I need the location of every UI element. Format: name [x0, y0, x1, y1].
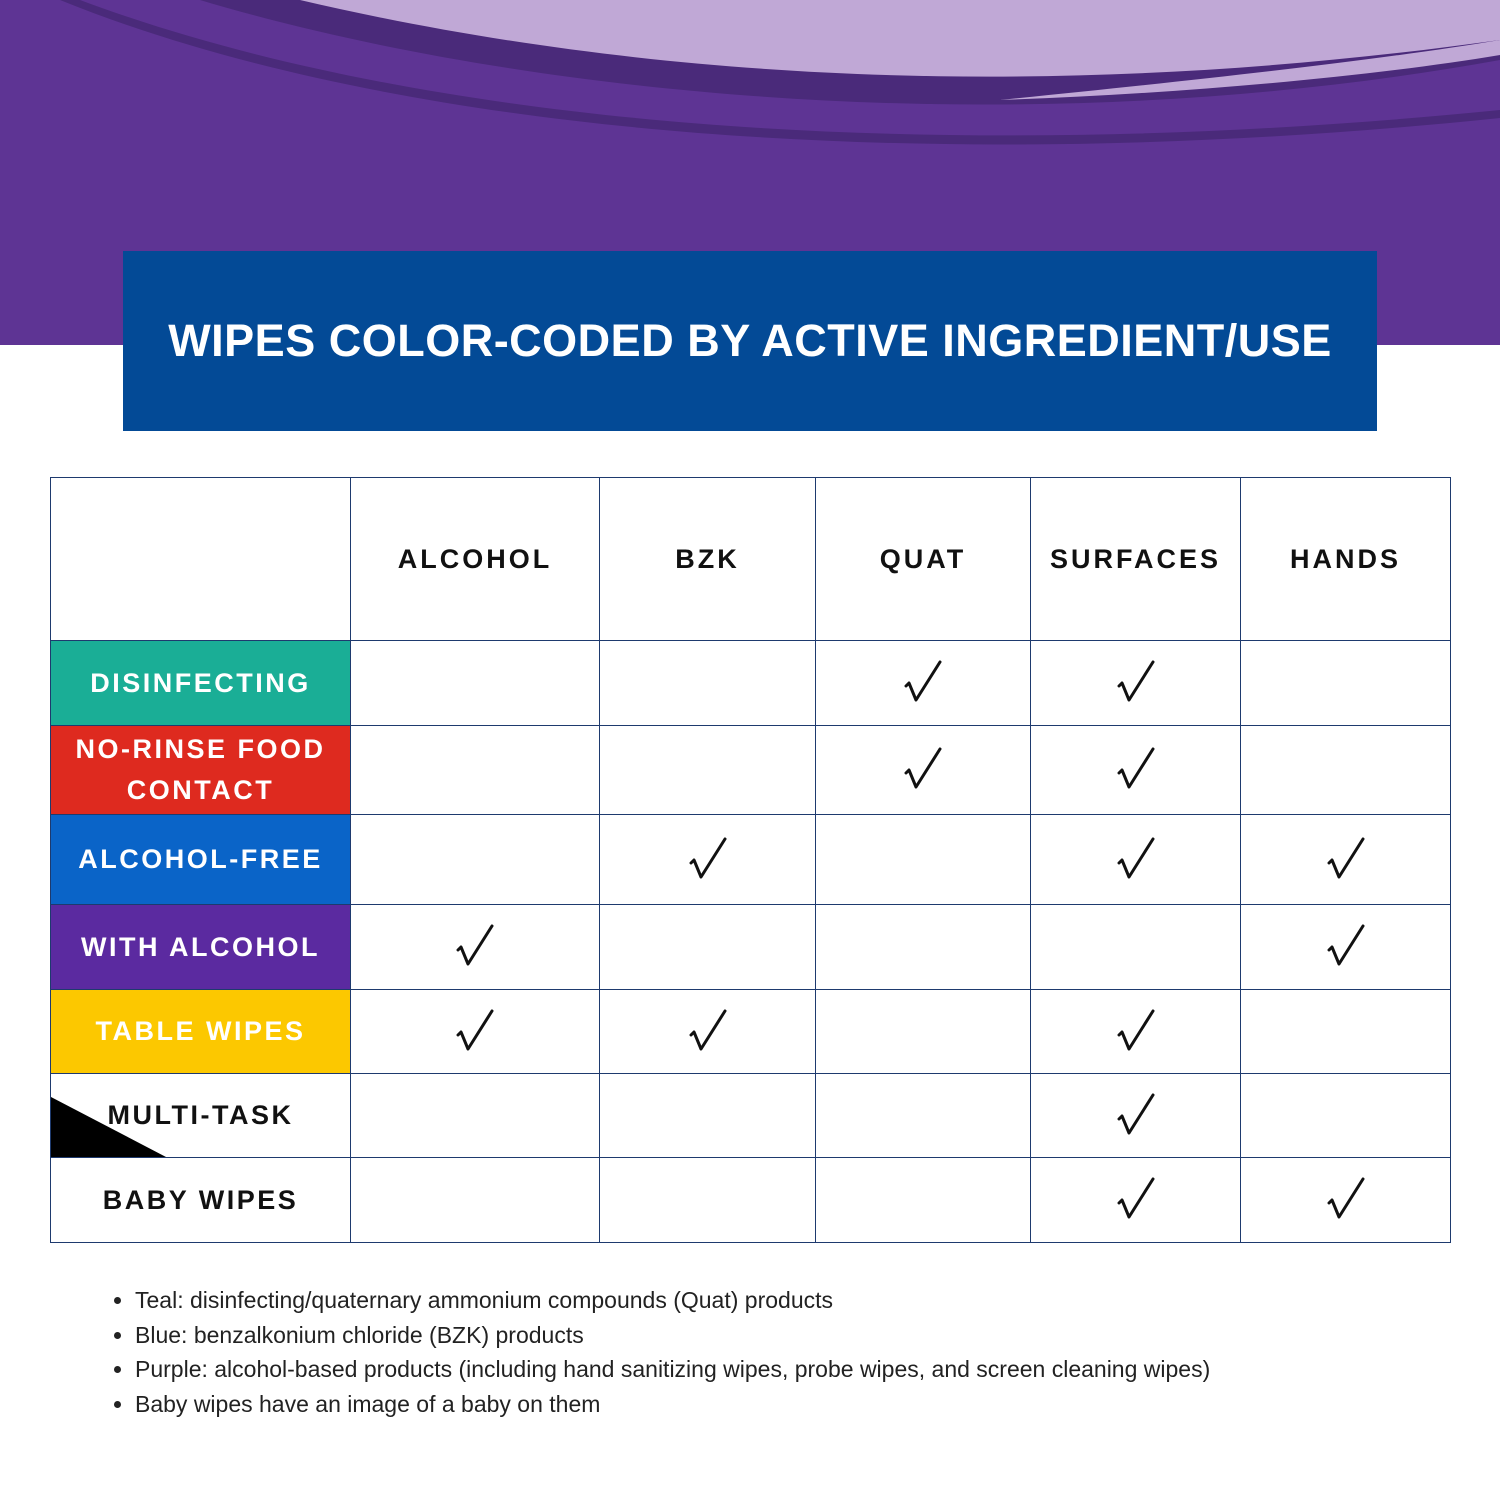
table-cell	[815, 989, 1031, 1074]
table-cell	[815, 1157, 1031, 1243]
table-cell	[1030, 725, 1241, 815]
row-label-text: MULTI-TASK	[107, 1100, 294, 1130]
table-cell	[599, 989, 816, 1074]
note: Baby wipes have an image of a baby on th…	[135, 1387, 1210, 1422]
table-cell	[350, 725, 600, 815]
table-cell	[1240, 989, 1451, 1074]
table-cell	[350, 814, 600, 905]
column-header-text: ALCOHOL	[397, 543, 553, 574]
check-mark	[904, 747, 942, 789]
row-label: MULTI-TASK	[50, 1073, 351, 1158]
table-cell	[599, 725, 816, 815]
row-label-text: TABLE WIPES	[95, 1016, 306, 1046]
column-header: QUAT	[815, 477, 1031, 641]
column-header: BZK	[599, 477, 816, 641]
check-mark	[1117, 660, 1154, 702]
table-cell	[599, 904, 816, 990]
column-header: SURFACES	[1030, 477, 1241, 641]
row-label: ALCOHOL-FREE	[50, 814, 351, 905]
row-label: NO-RINSE FOOD CONTACT	[50, 725, 351, 815]
table-cell	[599, 814, 816, 905]
row-label: BABY WIPES	[50, 1157, 351, 1243]
title-box: WIPES COLOR-CODED BY ACTIVE INGREDIENT/U…	[123, 251, 1377, 431]
check-mark	[1117, 747, 1154, 789]
table-cell	[815, 814, 1031, 905]
table-cell	[350, 640, 600, 726]
check-mark	[1117, 1177, 1154, 1219]
table-cell	[1240, 640, 1451, 726]
column-header: HANDS	[1240, 477, 1451, 641]
check-mark	[1327, 924, 1364, 966]
title: WIPES COLOR-CODED BY ACTIVE INGREDIENT/U…	[168, 315, 1332, 366]
table-cell	[599, 1073, 816, 1158]
check-mark	[456, 924, 494, 966]
table-cell	[815, 1073, 1031, 1158]
check-mark	[1327, 837, 1364, 878]
row-label: DISINFECTING	[50, 640, 351, 726]
row-label-text: WITH ALCOHOL	[81, 931, 320, 962]
table-cell	[1240, 725, 1451, 815]
table-cell	[1030, 1157, 1241, 1243]
table-cell	[1030, 989, 1241, 1074]
row-label: TABLE WIPES	[50, 989, 351, 1074]
row-label: WITH ALCOHOL	[50, 904, 351, 990]
note: Purple: alcohol-based products (includin…	[135, 1352, 1210, 1387]
note: Teal: disinfecting/quaternary ammonium c…	[135, 1283, 1210, 1318]
table-cell	[815, 904, 1031, 990]
check-mark	[689, 837, 726, 878]
table-cell	[1030, 904, 1241, 990]
table-cell	[599, 1157, 816, 1243]
check-mark	[904, 660, 942, 702]
table-cell	[815, 725, 1031, 815]
notes: Teal: disinfecting/quaternary ammonium c…	[113, 1283, 1210, 1422]
table-cell	[815, 640, 1031, 726]
check-mark	[456, 1009, 494, 1050]
corner-cell	[50, 477, 351, 641]
check-mark	[1117, 1009, 1154, 1050]
check-mark	[1117, 837, 1154, 878]
table-cell	[1240, 904, 1451, 990]
column-header-text: SURFACES	[1049, 543, 1222, 574]
table-cell	[1030, 640, 1241, 726]
table-cell	[599, 640, 816, 726]
table-cell	[1240, 1073, 1451, 1158]
row-label-text: BABY WIPES	[102, 1184, 299, 1215]
table-cell	[350, 904, 600, 990]
check-mark	[689, 1009, 726, 1050]
note: Blue: benzalkonium chloride (BZK) produc…	[135, 1318, 1210, 1353]
table-cell	[350, 1073, 600, 1158]
table-cell	[1030, 1073, 1241, 1158]
column-header: ALCOHOL	[350, 477, 600, 641]
column-header-text: BZK	[675, 543, 740, 574]
row-label-text: NO-RINSE FOOD CONTACT	[75, 734, 326, 805]
table-cell	[1030, 814, 1241, 905]
column-header-text: HANDS	[1289, 543, 1401, 574]
table-cell	[350, 989, 600, 1074]
column-header-text: QUAT	[879, 543, 967, 574]
table-cell	[350, 1157, 600, 1243]
row-label-text: ALCOHOL-FREE	[78, 844, 323, 874]
row-label-text: DISINFECTING	[90, 667, 311, 698]
check-mark	[1327, 1177, 1364, 1219]
table-cell	[1240, 814, 1451, 905]
table-cell	[1240, 1157, 1451, 1243]
check-mark	[1117, 1093, 1154, 1134]
table: ALCOHOL BZK QUAT SURFACES HANDS DISINFECTING N…	[50, 477, 1451, 1243]
corner-triangle	[51, 1097, 166, 1157]
